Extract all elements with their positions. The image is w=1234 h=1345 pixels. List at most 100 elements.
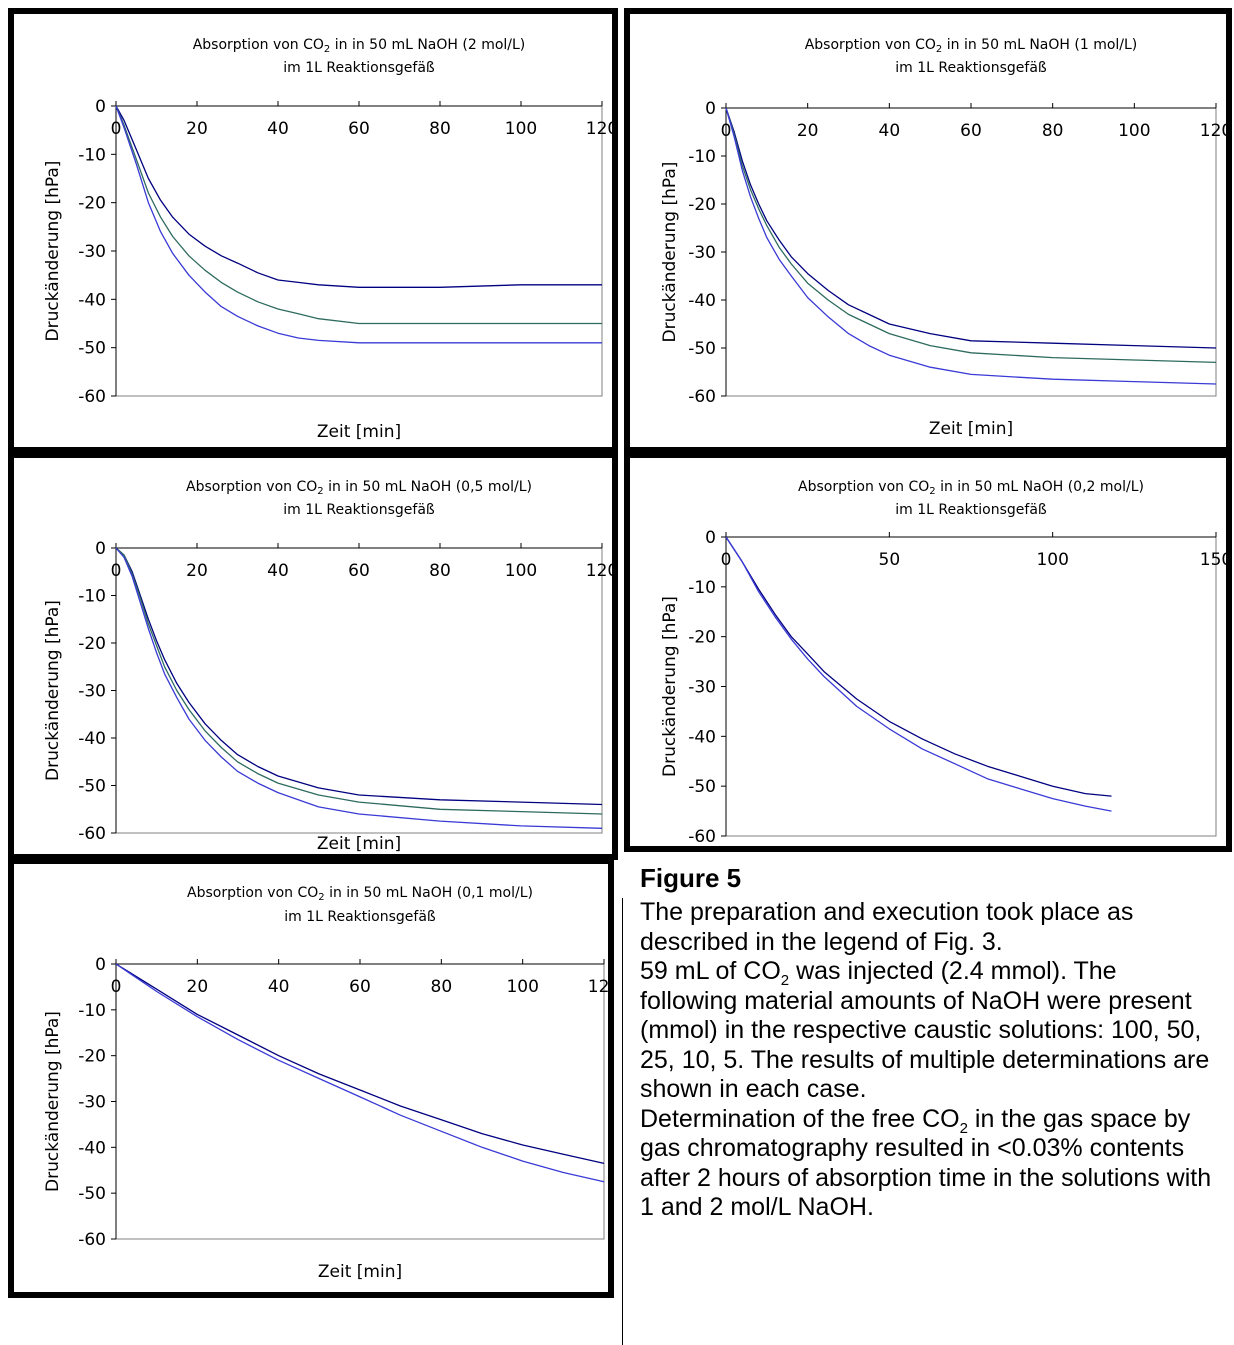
y-tick-label: -50 <box>688 777 716 797</box>
x-tick-label: 40 <box>267 119 289 139</box>
y-tick-label: -60 <box>688 387 716 407</box>
y-axis-label: Druckänderung [hPa] <box>43 600 63 781</box>
x-tick-label: 50 <box>879 550 901 570</box>
x-tick-label: 80 <box>431 977 453 997</box>
caption-subscript: 2 <box>780 972 790 989</box>
y-tick-label: -50 <box>688 339 716 359</box>
x-tick-label: 60 <box>348 561 370 581</box>
x-tick-label: 100 <box>506 977 538 997</box>
chart-panel-05mol: Absorption von CO2 in in 50 mL NaOH (0,5… <box>8 452 618 860</box>
caption-paragraph-1: The preparation and execution took place… <box>640 898 1134 956</box>
y-tick-label: -20 <box>78 634 106 654</box>
chart-title-line2: im 1L Reaktionsgefäß <box>283 60 435 76</box>
y-tick-label: -40 <box>688 291 716 311</box>
y-tick-label: -60 <box>688 827 716 846</box>
x-tick-label: 100 <box>505 561 537 581</box>
chart-panel-01mol: Absorption von CO2 in in 50 mL NaOH (0,1… <box>8 858 614 1298</box>
series-line-2 <box>115 105 602 325</box>
x-tick-label: 120 <box>588 977 608 997</box>
chart-title: Absorption von CO2 in in 50 mL NaOH (0,5… <box>186 479 532 497</box>
y-tick-label: -50 <box>78 339 106 359</box>
y-tick-label: -50 <box>78 1184 106 1204</box>
y-tick-label: -60 <box>78 824 106 844</box>
plot-frame <box>115 547 603 834</box>
y-tick-label: -10 <box>688 147 716 167</box>
chart-title: Absorption von CO2 in in 50 mL NaOH (2 m… <box>193 37 526 55</box>
x-axis-label: Zeit [min] <box>317 422 401 442</box>
y-tick-label: -10 <box>78 587 106 607</box>
series-line-2 <box>725 107 1217 364</box>
series-line-1 <box>115 547 603 806</box>
x-tick-label: 0 <box>111 977 122 997</box>
x-tick-label: 100 <box>505 119 537 139</box>
y-tick-label: 0 <box>705 99 716 119</box>
y-tick-label: -50 <box>78 777 106 797</box>
series-line-3 <box>115 105 602 344</box>
x-tick-label: 20 <box>797 121 819 141</box>
plot-frame <box>115 105 603 397</box>
chart-panel-1mol: Absorption von CO2 in in 50 mL NaOH (1 m… <box>624 8 1232 453</box>
x-axis-label: Zeit [min] <box>317 834 401 854</box>
x-tick-label: 100 <box>1118 121 1150 141</box>
x-tick-label: 80 <box>1042 121 1064 141</box>
caption-text: 59 mL of CO <box>640 957 781 985</box>
x-tick-label: 0 <box>111 119 122 139</box>
caption-text: in the gas space by gas chromatography r… <box>640 1104 1212 1222</box>
y-tick-label: -40 <box>78 1138 106 1158</box>
chart-title: Absorption von CO2 in in 50 mL NaOH (0,1… <box>187 885 533 903</box>
caption-paragraph-3: Determination of the free CO2 in the gas… <box>640 1105 1215 1223</box>
caption-text: Determination of the free CO <box>640 1104 960 1133</box>
x-tick-label: 120 <box>586 119 612 139</box>
y-axis-label: Druckänderung [hPa] <box>660 596 680 777</box>
x-tick-label: 60 <box>960 121 982 141</box>
y-tick-label: 0 <box>95 97 106 117</box>
chart-panel-2mol: Absorption von CO2 in in 50 mL NaOH (2 m… <box>8 8 618 453</box>
caption-box: The preparation and execution took place… <box>622 898 1234 1345</box>
y-tick-label: -20 <box>688 195 716 215</box>
x-tick-label: 80 <box>429 561 451 581</box>
x-tick-label: 20 <box>186 119 208 139</box>
series-line-2 <box>725 536 1112 812</box>
series-line-2 <box>115 547 603 815</box>
chart-title-line2: im 1L Reaktionsgefäß <box>283 502 435 518</box>
series-line-3 <box>115 547 603 829</box>
x-tick-label: 60 <box>349 977 371 997</box>
chart-title: Absorption von CO2 in in 50 mL NaOH (1 m… <box>805 37 1138 55</box>
x-tick-label: 40 <box>879 121 901 141</box>
x-tick-label: 0 <box>111 561 122 581</box>
plot-frame <box>725 536 1217 837</box>
x-tick-label: 40 <box>267 561 289 581</box>
y-tick-label: -10 <box>688 578 716 598</box>
x-axis-label: Zeit [min] <box>929 419 1013 439</box>
x-tick-label: 20 <box>187 977 209 997</box>
series-line-3 <box>725 107 1217 385</box>
y-tick-label: 0 <box>95 955 106 975</box>
figure-label: Figure 5 <box>640 863 742 893</box>
y-axis-label: Druckänderung [hPa] <box>43 1011 63 1192</box>
x-tick-label: 120 <box>586 561 612 581</box>
figure-caption: The preparation and execution took place… <box>640 898 1215 1223</box>
x-tick-label: 0 <box>721 121 732 141</box>
y-tick-label: -30 <box>688 243 716 263</box>
x-tick-label: 150 <box>1200 550 1226 570</box>
y-axis-label: Druckänderung [hPa] <box>43 161 63 342</box>
chart-panel-02mol: Absorption von CO2 in in 50 mL NaOH (0,2… <box>624 452 1232 852</box>
y-tick-label: -10 <box>78 145 106 165</box>
series-line-2 <box>115 963 605 1183</box>
caption-text: was injected (2.4 mmol). The following m… <box>640 957 1210 1103</box>
chart-title: Absorption von CO2 in in 50 mL NaOH (0,2… <box>798 479 1144 497</box>
x-tick-label: 80 <box>429 119 451 139</box>
y-tick-label: -10 <box>78 1001 106 1021</box>
y-tick-label: -30 <box>688 678 716 698</box>
chart-title-line2: im 1L Reaktionsgefäß <box>895 60 1047 76</box>
y-axis-label: Druckänderung [hPa] <box>660 162 680 343</box>
y-tick-label: -40 <box>78 290 106 310</box>
y-tick-label: -60 <box>78 1230 106 1250</box>
x-tick-label: 60 <box>348 119 370 139</box>
y-tick-label: 0 <box>705 528 716 548</box>
chart-title-line2: im 1L Reaktionsgefäß <box>284 909 436 925</box>
series-line-1 <box>115 963 605 1165</box>
caption-subscript: 2 <box>959 1119 968 1137</box>
y-tick-label: -30 <box>78 682 106 702</box>
x-tick-label: 0 <box>721 550 732 570</box>
